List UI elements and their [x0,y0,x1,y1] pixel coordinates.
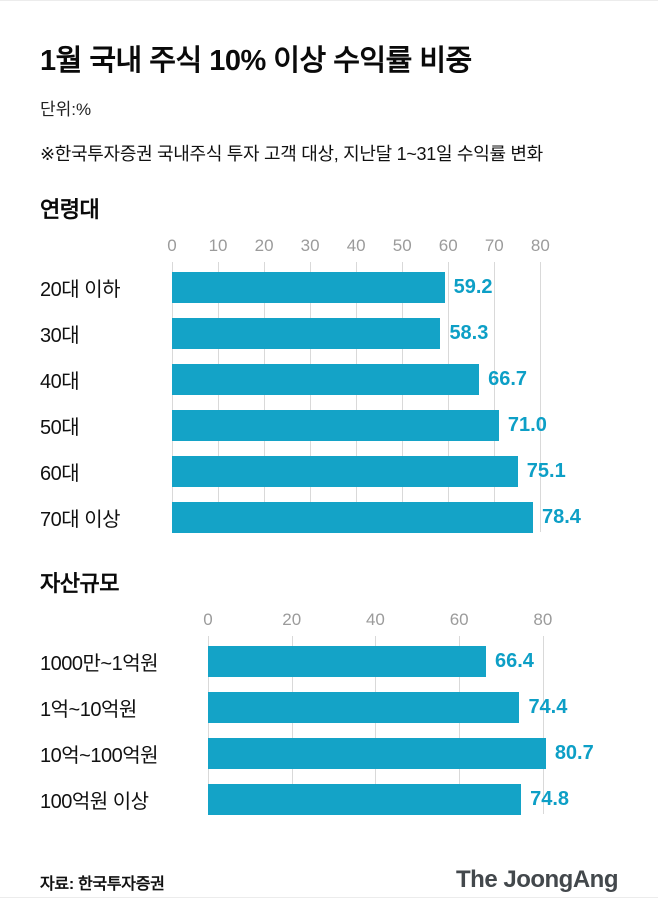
axis-tick-label: 70 [484,236,504,255]
bar [172,271,445,303]
category-label: 50대 [40,416,80,439]
grid-line [448,262,450,532]
category-label: 20대 이하 [40,278,121,301]
bar [172,317,441,349]
value-label: 75.1 [526,459,566,482]
bar-row: 40대 66.7 [40,356,618,402]
section-title-asset: 자산규모 [40,571,119,596]
chart-age-group: 연령대 0 10 20 30 40 50 60 70 80 20대 이하 59.2 30대 58.3 40… [40,192,618,540]
bar-track: 74.4 [208,691,568,723]
value-label: 78.4 [542,505,581,528]
category-label: 10억~100억원 [40,744,159,767]
page-title: 1월 국내 주식 10% 이상 수익률 비중 [40,45,472,77]
bar-track: 59.2 [172,271,568,303]
methodology-note: ※한국투자증권 국내주식 투자 고객 대상, 지난달 1~31일 수익률 변화 [40,144,543,164]
value-label: 58.3 [449,321,489,344]
bar-row: 20대 이하 59.2 [40,264,618,310]
bar-row: 100억원 이상 74.8 [40,776,618,822]
bar [172,409,499,441]
bar [172,501,533,533]
bar-row: 60대 75.1 [40,448,618,494]
bar-track: 75.1 [172,455,568,487]
axis-tick-label: 30 [300,236,320,255]
category-label: 100억원 이상 [40,790,149,813]
source-credit: 자료: 한국투자증권 [40,876,165,893]
gridlines [172,262,568,532]
bar [172,363,480,395]
axis-tick-label: 60 [438,236,458,255]
bar-track: 66.4 [208,645,568,677]
grid-line [208,636,209,814]
grid-line [494,262,496,532]
bar [208,783,522,815]
grid-line [218,262,220,532]
bar-track: 80.7 [208,737,594,769]
footer: 자료: 한국투자증권 The JoongAng [40,848,618,894]
axis-tick-label: 60 [449,610,469,629]
chart-asset-size: 자산규모 0 20 40 60 80 1000만~1억원 66.4 1억~10억원 74.4 10… [40,566,618,822]
axis-tick-label: 0 [203,610,213,629]
axis-tick-label: 20 [254,236,274,255]
axis-tick-label: 80 [530,236,550,255]
category-label: 70대 이상 [40,508,121,531]
grid-line [356,262,358,532]
axis-tick-label: 20 [282,610,302,629]
bar-row: 1000만~1억원 66.4 [40,638,618,684]
bar-row: 30대 58.3 [40,310,618,356]
bar [208,691,520,723]
axis-tick-label: 50 [392,236,412,255]
section-title-age: 연령대 [40,197,100,222]
grid-line [172,262,173,532]
bar-track: 71.0 [172,409,568,441]
bar-track: 66.7 [172,363,568,395]
category-label: 30대 [40,324,80,347]
grid-line [264,262,266,532]
axis-tick-label: 0 [167,236,177,255]
unit-label: 단위:% [40,100,92,119]
grid-line [375,636,377,814]
chart-body: 0 10 20 30 40 50 60 70 80 20대 이하 59.2 30대 58.3 40대 66.… [40,234,618,540]
bar-row: 70대 이상 78.4 [40,494,618,540]
bar-row: 10억~100억원 80.7 [40,730,618,776]
axis-tick-label: 40 [365,610,385,629]
chart-body: 0 20 40 60 80 1000만~1억원 66.4 1억~10억원 74.4 10억~100… [40,608,618,822]
value-label: 71.0 [507,413,547,436]
bar [208,645,486,677]
gridlines [208,636,568,814]
axis-tick-label: 40 [346,236,366,255]
grid-line [310,262,312,532]
grid-line [540,262,542,532]
value-label: 74.8 [530,787,570,810]
value-label: 74.4 [528,695,568,718]
grid-line [402,262,404,532]
axis-tick-label: 80 [533,610,553,629]
value-label: 66.7 [488,367,528,390]
grid-line [291,636,293,814]
joongang-logo: The JoongAng [456,866,618,893]
bar [208,737,546,769]
bar-track: 58.3 [172,317,568,349]
category-label: 60대 [40,462,80,485]
axis-row: 0 10 20 30 40 50 60 70 80 [167,234,568,264]
bar-row: 1억~10억원 74.4 [40,684,618,730]
value-label: 80.7 [554,741,594,764]
grid-line [542,636,544,814]
value-label: 66.4 [494,649,534,672]
bar-track: 74.8 [208,783,570,815]
axis-row: 0 20 40 60 80 [203,608,568,638]
bar-row: 50대 71.0 [40,402,618,448]
grid-line [459,636,461,814]
category-label: 40대 [40,370,80,393]
value-label: 59.2 [453,275,493,298]
bar [172,455,518,487]
bar-track: 78.4 [172,501,581,533]
category-label: 1억~10억원 [40,698,137,721]
axis-tick-label: 10 [208,236,228,255]
category-label: 1000만~1억원 [40,652,159,675]
